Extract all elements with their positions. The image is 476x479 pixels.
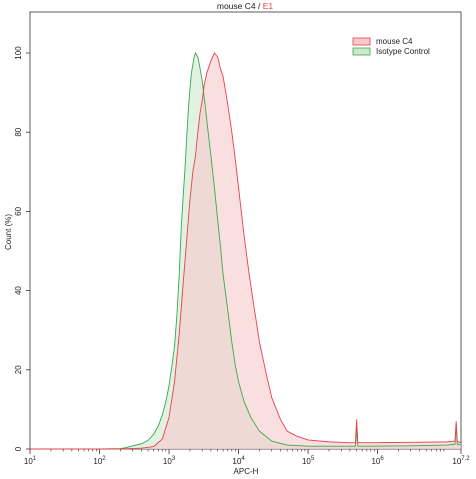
chart-title: mouse C4 / E1 (217, 1, 274, 11)
y-tick-label: 100 (14, 46, 23, 60)
series-area-0 (30, 53, 461, 449)
legend-label-isotype-control: Isotype Control (376, 47, 430, 56)
legend-swatch-mouse-c4 (352, 37, 371, 46)
x-tick-label: 103 (163, 456, 176, 466)
y-tick-label: 60 (14, 206, 23, 215)
series-layer (30, 51, 462, 450)
series-line-1 (30, 51, 462, 450)
x-tick-label: 104 (232, 456, 245, 466)
x-axis-title: APC-H (234, 467, 259, 476)
series-line-0 (30, 52, 462, 450)
x-tick-label: 107.2 (452, 456, 470, 466)
y-tick-label: 80 (14, 127, 23, 136)
legend-label-mouse-c4: mouse C4 (376, 37, 413, 46)
title-gate: E1 (263, 1, 274, 11)
y-tick-label: 40 (14, 286, 23, 295)
legend-swatch-isotype-control (352, 47, 371, 56)
axis-layer: 0 20 40 60 80 100 101 102 103 104 105 106 107.2 (14, 46, 470, 466)
title-sample: mouse C4 (217, 1, 256, 11)
y-axis-title: Count (%) (4, 214, 13, 250)
x-tick-label: 101 (24, 456, 37, 466)
y-tick-label: 0 (14, 446, 23, 451)
x-tick-label: 105 (302, 456, 315, 466)
x-tick-label: 106 (371, 456, 384, 466)
x-tick-label: 102 (93, 456, 106, 466)
title-separator: / (256, 1, 263, 11)
y-tick-label: 20 (14, 365, 23, 374)
legend: mouse C4 Isotype Control (352, 37, 430, 56)
